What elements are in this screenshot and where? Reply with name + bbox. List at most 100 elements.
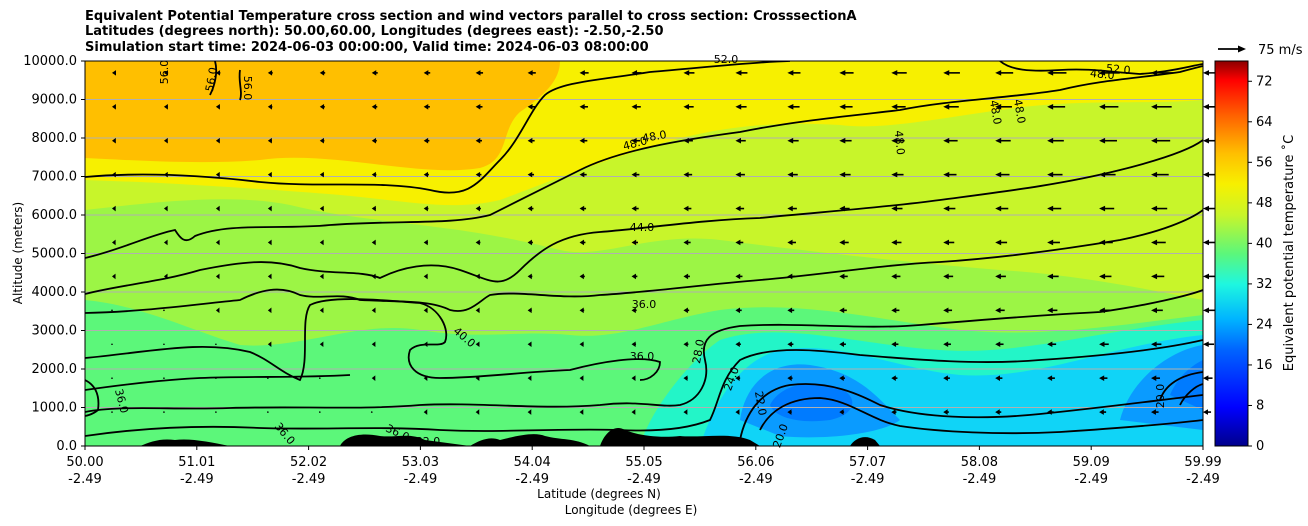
wind-vector-head	[787, 103, 794, 110]
contour-label: 48.0	[641, 128, 667, 145]
wind-vector-head	[735, 70, 742, 76]
wind-vector-head	[839, 103, 846, 110]
wind-vector-head	[112, 239, 116, 246]
contour-label: 22.0	[752, 390, 769, 416]
wind-vector-head	[787, 205, 793, 212]
wind-vector-head	[475, 205, 480, 212]
wind-vector-head	[995, 307, 1001, 314]
wind-vector-head	[579, 341, 584, 348]
wind-vector-head	[423, 137, 429, 144]
x-tick-label-lon: -2.49	[851, 472, 885, 487]
wind-vector-head	[683, 341, 688, 348]
x-tick-label-lat: 56.06	[737, 455, 774, 470]
wind-vector-head	[787, 273, 793, 280]
wind-vector-head	[943, 70, 950, 76]
wind-vector	[215, 343, 217, 346]
wind-vector-head	[423, 375, 428, 381]
wind-vector-head	[891, 70, 898, 76]
wind-vector-head	[319, 239, 324, 246]
x-tick-label-lon: -2.49	[404, 472, 438, 487]
chart-title-line-1: Equivalent Potential Temperature cross s…	[85, 9, 857, 24]
wind-vector-head	[787, 70, 794, 76]
wind-vector-head	[371, 273, 376, 280]
colorbar	[1214, 60, 1249, 447]
wind-vector-head	[787, 171, 793, 178]
wind-vector	[215, 411, 217, 413]
wind-vector-head	[163, 103, 168, 110]
wind-vector-head	[995, 341, 1001, 348]
wind-vector-head	[1047, 307, 1053, 314]
x-axis-label-lat: Latitude (degrees N)	[537, 487, 661, 501]
wind-vector	[319, 411, 321, 413]
wind-vector-head	[1203, 273, 1209, 280]
wind-vector	[111, 411, 113, 413]
contour-line	[85, 374, 351, 391]
wind-vector-head	[995, 239, 1002, 246]
wind-vector-head	[839, 273, 845, 280]
wind-vector-head	[735, 307, 740, 314]
wind-vector-head	[995, 375, 1000, 381]
wind-vector-head	[1151, 205, 1158, 212]
x-tick-label-lat: 55.05	[625, 455, 662, 470]
wind-vector-head	[891, 273, 897, 280]
wind-vector-head	[319, 70, 325, 76]
x-tick-label-lat: 58.08	[961, 455, 998, 470]
wind-vector-head	[631, 137, 637, 144]
wind-vector-head	[1151, 409, 1156, 415]
wind-vector-head	[1151, 239, 1158, 246]
wind-vector-head	[787, 307, 793, 314]
quiver-key-label: 75 m/s	[1258, 43, 1303, 58]
wind-vector-head	[735, 171, 741, 178]
x-axis-label-lon: Longitude (degrees E)	[565, 503, 698, 517]
quiver-key-arrowhead	[1238, 45, 1246, 53]
wind-vector-head	[579, 273, 584, 280]
wind-vector-head	[735, 205, 741, 212]
wind-vector-head	[267, 307, 272, 314]
wind-vector-head	[891, 103, 898, 110]
wind-vector-head	[683, 137, 689, 144]
wind-vector-head	[631, 409, 636, 415]
wind-vector-head	[527, 171, 533, 178]
wind-vector-head	[735, 137, 742, 144]
wind-vector-head	[371, 341, 376, 348]
wind-vector	[215, 377, 217, 379]
wind-vector-head	[683, 239, 689, 246]
x-axis: 50.00 -2.49 51.01 -2.49 52.02 -2.49 53.03 -2.49…	[66, 446, 1222, 487]
wind-vector-head	[943, 239, 949, 246]
x-tick-label-lat: 52.02	[290, 455, 327, 470]
wind-vector-head	[371, 239, 376, 246]
wind-vector-head	[683, 307, 688, 314]
wind-vector-head	[631, 239, 637, 246]
contour-label: 48.0	[892, 130, 907, 156]
wind-vector	[111, 309, 113, 312]
wind-vector-head	[112, 171, 116, 178]
x-tick-label-lat: 59.99	[1184, 455, 1221, 470]
wind-vector-head	[215, 137, 220, 144]
wind-vector-head	[215, 70, 221, 76]
wind-vector-head	[215, 103, 220, 110]
wind-vector	[370, 411, 373, 413]
wind-vector-head	[475, 171, 481, 178]
wind-vector-head	[423, 409, 428, 415]
colorbar-ticks: 0 8 16 24 32 40 48 56 64 72	[1248, 74, 1273, 454]
wind-vector-head	[475, 307, 480, 314]
wind-vector-head	[1151, 137, 1158, 144]
wind-vector-head	[1203, 409, 1209, 415]
wind-vector-head	[1047, 205, 1054, 212]
wind-vector-head	[1203, 239, 1209, 246]
wind-vector-head	[527, 239, 532, 246]
y-tick-label: 9000.0	[32, 93, 78, 108]
y-tick-label: 5000.0	[32, 247, 78, 262]
y-axis-label: Altitude (meters)	[11, 202, 25, 304]
contour-lines	[85, 61, 1203, 441]
contour-line	[85, 289, 1203, 413]
contour-label: 20.0	[1154, 384, 1167, 409]
contour-line	[759, 397, 1203, 435]
wind-vector-head	[112, 103, 116, 110]
wind-vector-head	[267, 239, 272, 246]
colorbar-tick-label: 56	[1256, 155, 1273, 170]
wind-vector-head	[631, 103, 637, 110]
wind-vector-head	[943, 409, 948, 415]
wind-vector-head	[943, 137, 950, 144]
wind-vector-head	[1203, 205, 1209, 212]
